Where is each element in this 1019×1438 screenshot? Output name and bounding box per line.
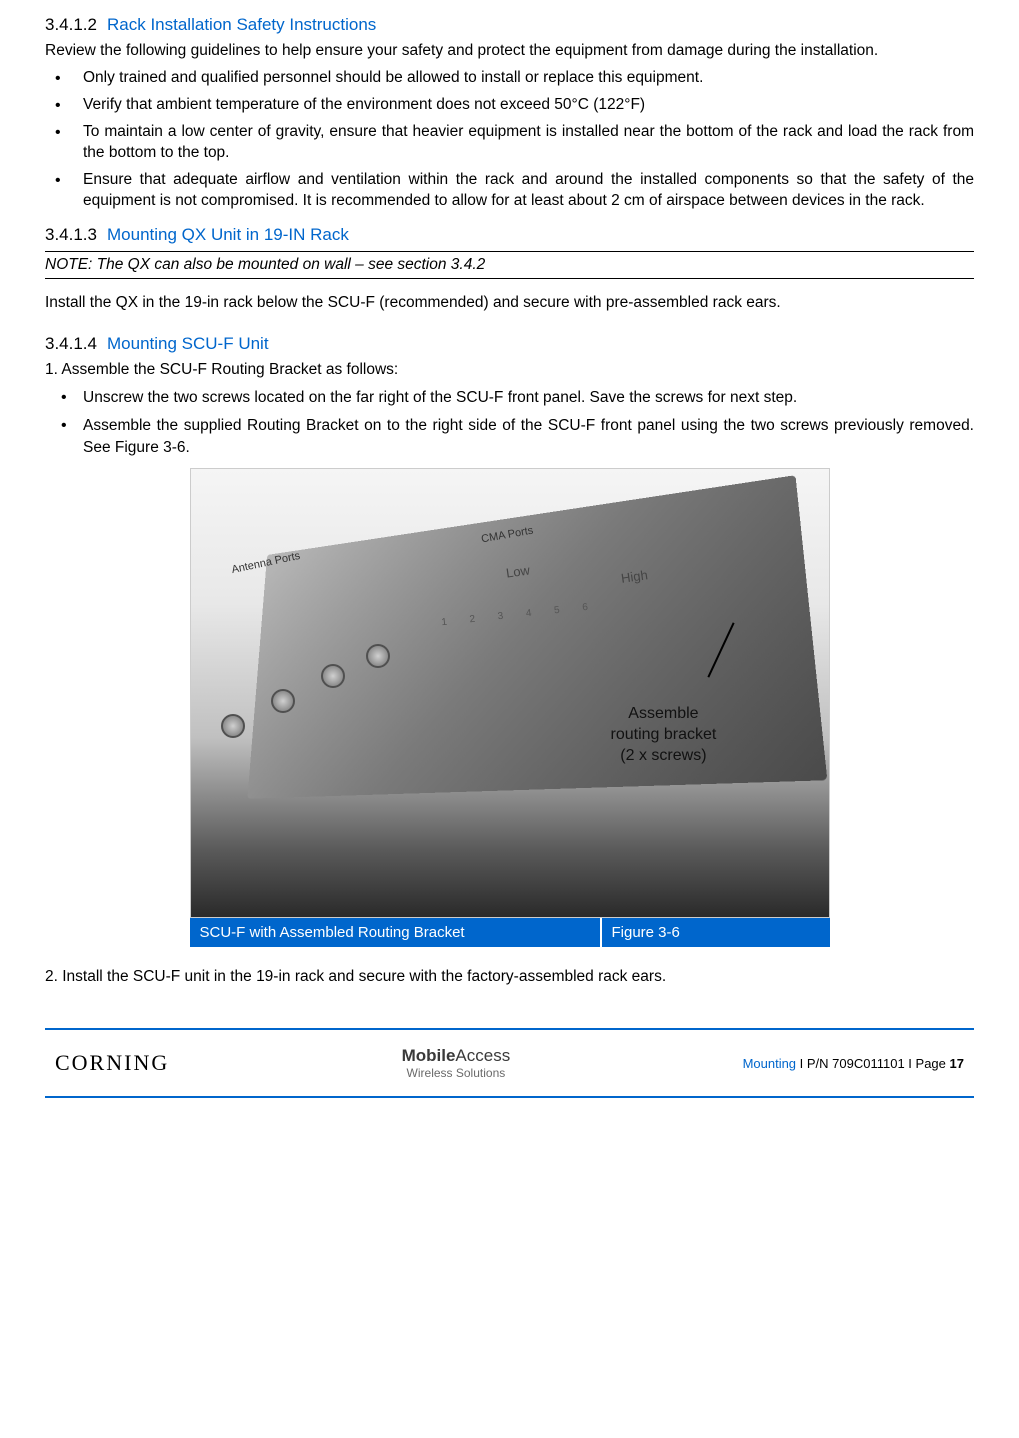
- step-1: 1. Assemble the SCU-F Routing Bracket as…: [45, 360, 974, 381]
- section-heading-3: 3.4.1.4 Mounting SCU-F Unit: [45, 334, 974, 354]
- footer-logo-mobileaccess: MobileAccess Wireless Solutions: [402, 1046, 511, 1080]
- footer-logo-corning: CORNING: [45, 1050, 169, 1076]
- step-2: 2. Install the SCU-F unit in the 19-in r…: [45, 967, 974, 988]
- annotation-l1: Assemble: [628, 705, 698, 722]
- footer-page-info: Mounting I P/N 709C011101 I Page 17: [743, 1056, 974, 1071]
- bullet-list-1: Only trained and qualified personnel sho…: [45, 68, 974, 212]
- section-title: Mounting QX Unit in 19-IN Rack: [107, 225, 349, 244]
- sub-bullet-item: Assemble the supplied Routing Bracket on…: [45, 415, 974, 458]
- para: Install the QX in the 19-in rack below t…: [45, 293, 974, 314]
- annotation-l3: (2 x screws): [620, 747, 706, 764]
- section-number: 3.4.1.2: [45, 15, 97, 34]
- sub-bullet-item: Unscrew the two screws located on the fa…: [45, 387, 974, 409]
- caption-right: Figure 3-6: [600, 918, 830, 947]
- connector-icon: [366, 644, 390, 668]
- connector-icon: [321, 664, 345, 688]
- section-title: Mounting SCU-F Unit: [107, 334, 269, 353]
- footer-section: Mounting: [743, 1056, 796, 1071]
- device-body: [247, 476, 827, 800]
- footer-center-main: MobileAccess: [402, 1046, 511, 1066]
- bullet-item: Only trained and qualified personnel sho…: [45, 68, 974, 89]
- section-heading-1: 3.4.1.2 Rack Installation Safety Instruct…: [45, 15, 974, 35]
- note-box: NOTE: The QX can also be mounted on wall…: [45, 251, 974, 279]
- mobile-rest: Access: [455, 1046, 510, 1065]
- footer-pn: I P/N 709C011101 I Page: [796, 1056, 949, 1071]
- connector-icon: [221, 714, 245, 738]
- bullet-item: To maintain a low center of gravity, ens…: [45, 122, 974, 164]
- annotation-l2: routing bracket: [611, 726, 717, 743]
- connector-icon: [271, 689, 295, 713]
- page-footer: CORNING MobileAccess Wireless Solutions …: [45, 1028, 974, 1098]
- bullet-item: Verify that ambient temperature of the e…: [45, 95, 974, 116]
- sub-bullet-list: Unscrew the two screws located on the fa…: [45, 387, 974, 458]
- mobile-bold: Mobile: [402, 1046, 456, 1065]
- section-number: 3.4.1.4: [45, 334, 97, 353]
- figure-caption: SCU-F with Assembled Routing Bracket Fig…: [190, 918, 830, 947]
- intro-para: Review the following guidelines to help …: [45, 41, 974, 62]
- bullet-item: Ensure that adequate airflow and ventila…: [45, 170, 974, 212]
- caption-left: SCU-F with Assembled Routing Bracket: [190, 918, 600, 947]
- figure-image: Antenna Ports CMA Ports Low High 1 2 3 4…: [190, 468, 830, 918]
- figure-container: Antenna Ports CMA Ports Low High 1 2 3 4…: [190, 468, 830, 947]
- section-title: Rack Installation Safety Instructions: [107, 15, 376, 34]
- section-heading-2: 3.4.1.3 Mounting QX Unit in 19-IN Rack: [45, 225, 974, 245]
- section-number: 3.4.1.3: [45, 225, 97, 244]
- annotation-text: Assemble routing bracket (2 x screws): [611, 704, 717, 766]
- footer-page-num: 17: [950, 1056, 964, 1071]
- footer-center-sub: Wireless Solutions: [402, 1066, 511, 1080]
